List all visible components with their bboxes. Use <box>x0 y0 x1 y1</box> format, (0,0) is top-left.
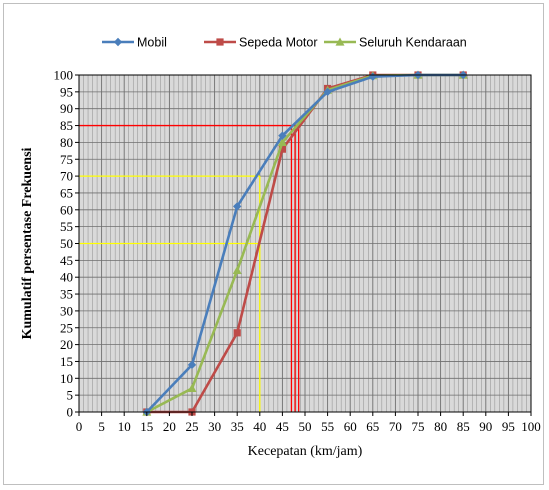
x-tick-label: 15 <box>140 419 153 434</box>
x-tick-label: 100 <box>521 419 541 434</box>
y-tick-label: 25 <box>60 320 73 335</box>
y-tick-label: 0 <box>67 405 74 420</box>
y-tick-label: 35 <box>60 287 73 302</box>
legend-item-seluruh-kendaraan: Seluruh Kendaraan <box>324 36 467 50</box>
x-tick-label: 30 <box>208 419 221 434</box>
y-tick-label: 95 <box>60 84 73 99</box>
y-tick-label: 75 <box>60 152 73 167</box>
x-tick-label: 5 <box>98 419 105 434</box>
x-tick-label: 75 <box>412 419 425 434</box>
marker-triangle <box>232 265 242 275</box>
marker-triangle <box>335 37 345 46</box>
axes: 0510152025303540455055606570758085909510… <box>54 68 541 435</box>
y-tick-label: 70 <box>60 169 73 184</box>
x-tick-label: 35 <box>231 419 244 434</box>
y-tick-label: 65 <box>60 185 73 200</box>
marker-diamond <box>187 360 197 370</box>
x-tick-label: 80 <box>434 419 447 434</box>
y-tick-label: 85 <box>60 118 73 133</box>
legend: Mobil Sepeda Motor Seluruh Kendaraan <box>102 36 467 50</box>
marker-diamond <box>323 87 332 97</box>
x-tick-label: 65 <box>366 419 379 434</box>
y-tick-label: 45 <box>60 253 73 268</box>
x-tick-label: 25 <box>186 419 199 434</box>
cumulative-frequency-chart: Mobil Sepeda Motor Seluruh Kendaraan 05101… <box>20 36 541 460</box>
x-tick-label: 45 <box>276 419 289 434</box>
y-tick-label: 40 <box>60 270 73 285</box>
y-tick-label: 100 <box>54 68 74 83</box>
x-tick-label: 10 <box>118 419 131 434</box>
x-tick-label: 40 <box>253 419 266 434</box>
y-axis-label: Kumulatif persentase Frekuensi <box>20 147 35 339</box>
x-tick-label: 95 <box>502 419 515 434</box>
legend-item-mobil: Mobil <box>102 36 167 50</box>
x-tick-label: 20 <box>163 419 176 434</box>
x-tick-label: 90 <box>479 419 492 434</box>
x-tick-label: 70 <box>389 419 402 434</box>
x-tick-label: 60 <box>344 419 357 434</box>
legend-label: Seluruh Kendaraan <box>359 36 467 50</box>
y-tick-label: 90 <box>60 101 73 116</box>
y-tick-label: 80 <box>60 135 73 150</box>
marker-square <box>278 145 286 153</box>
legend-item-sepeda-motor: Sepeda Motor <box>204 36 318 50</box>
y-tick-label: 20 <box>60 337 73 352</box>
marker-diamond <box>233 202 242 211</box>
chart-frame: Mobil Sepeda Motor Seluruh Kendaraan 0 5 10 1… <box>3 3 544 485</box>
marker-square <box>233 329 241 337</box>
x-axis-label: Kecepatan (km/jam) <box>248 444 363 459</box>
legend-label: Mobil <box>137 36 167 50</box>
y-tick-label: 10 <box>60 371 73 386</box>
marker-diamond <box>113 37 123 47</box>
marker-triangle <box>277 137 287 146</box>
y-tick-label: 55 <box>60 219 73 234</box>
marker-square <box>216 38 224 46</box>
y-tick-label: 50 <box>60 236 73 251</box>
marker-triangle <box>187 383 197 393</box>
reference-lines <box>79 124 300 412</box>
x-tick-label: 55 <box>321 419 334 434</box>
x-tick-label: 0 <box>76 419 83 434</box>
legend-label: Sepeda Motor <box>239 36 318 50</box>
y-tick-label: 30 <box>60 303 73 318</box>
x-tick-label: 85 <box>457 419 470 434</box>
x-tick-label: 50 <box>299 419 312 434</box>
y-tick-label: 15 <box>60 354 73 369</box>
y-tick-label: 60 <box>60 202 73 217</box>
y-tick-label: 5 <box>67 388 74 403</box>
marker-diamond <box>278 131 287 140</box>
